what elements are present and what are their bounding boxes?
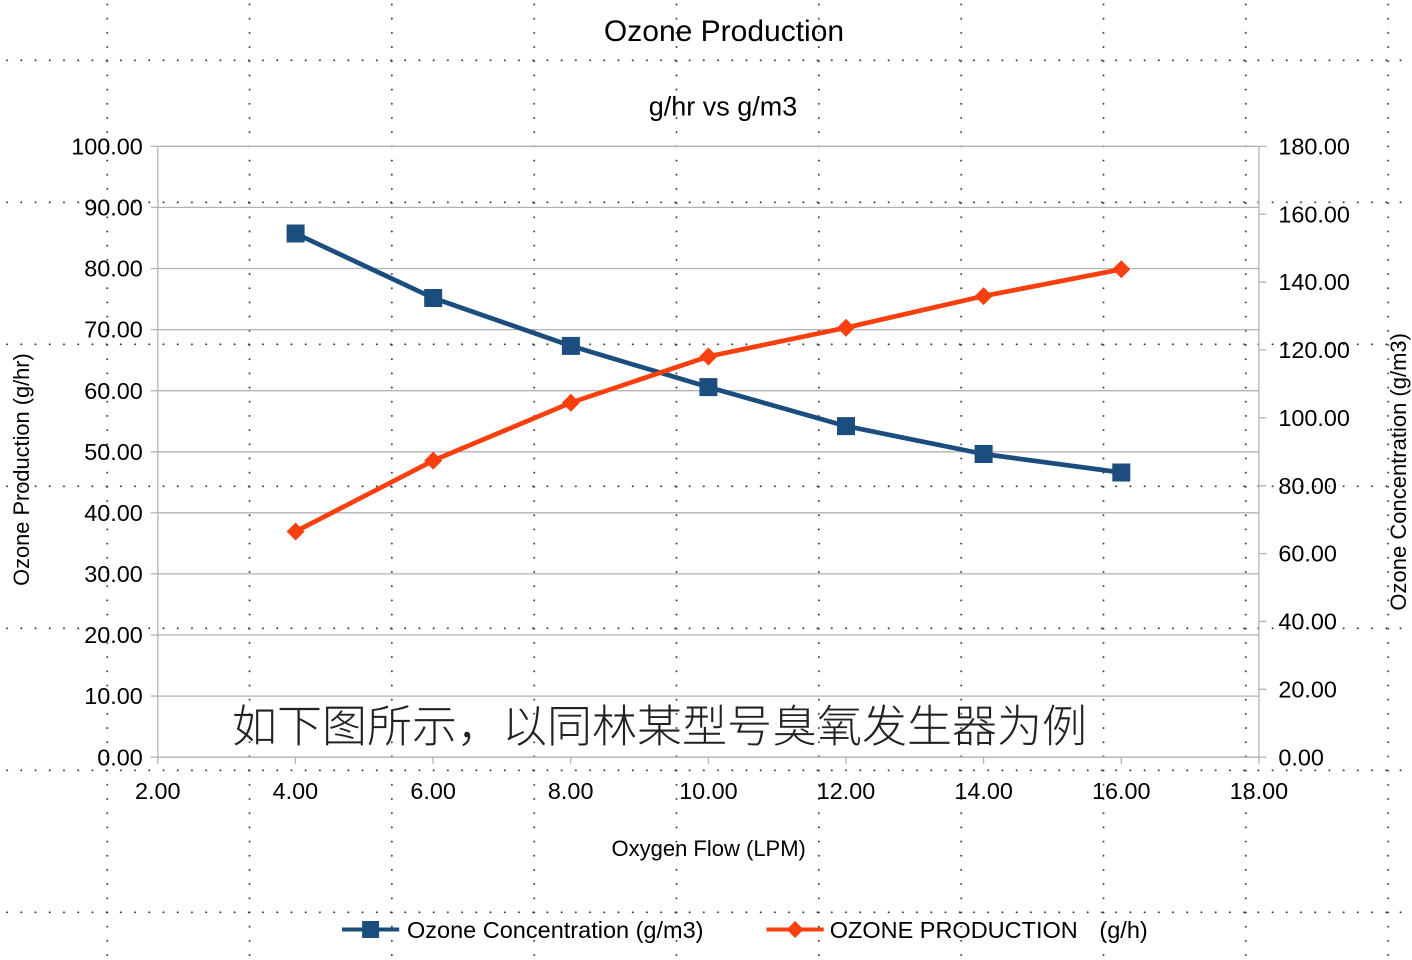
svg-text:80.00: 80.00: [84, 256, 143, 282]
svg-text:Oxygen Flow (LPM): Oxygen Flow (LPM): [612, 836, 806, 861]
svg-text:50.00: 50.00: [84, 439, 143, 465]
svg-text:14.00: 14.00: [954, 778, 1013, 804]
svg-text:8.00: 8.00: [548, 778, 594, 804]
svg-text:90.00: 90.00: [84, 195, 143, 221]
svg-text:60.00: 60.00: [84, 378, 143, 404]
svg-text:80.00: 80.00: [1278, 473, 1337, 499]
svg-text:Ozone Production: Ozone Production: [604, 15, 844, 48]
svg-text:70.00: 70.00: [84, 317, 143, 343]
svg-text:40.00: 40.00: [1278, 609, 1337, 635]
svg-text:Ozone Concentration (g/m3): Ozone Concentration (g/m3): [1386, 333, 1411, 611]
svg-text:18.00: 18.00: [1230, 778, 1289, 804]
svg-text:120.00: 120.00: [1278, 337, 1350, 363]
svg-text:12.00: 12.00: [817, 778, 876, 804]
svg-text:40.00: 40.00: [84, 500, 143, 526]
svg-text:160.00: 160.00: [1278, 201, 1350, 227]
svg-text:100.00: 100.00: [1278, 405, 1350, 431]
svg-text:6.00: 6.00: [410, 778, 456, 804]
svg-text:(g/h): (g/h): [1099, 917, 1147, 943]
svg-text:20.00: 20.00: [84, 622, 143, 648]
svg-text:100.00: 100.00: [71, 133, 143, 159]
svg-text:g/hr vs g/m3: g/hr vs g/m3: [649, 91, 798, 121]
svg-text:30.00: 30.00: [84, 561, 143, 587]
svg-text:10.00: 10.00: [84, 683, 143, 709]
svg-text:140.00: 140.00: [1278, 269, 1350, 295]
svg-text:Ozone Production (g/hr): Ozone Production (g/hr): [9, 353, 34, 586]
svg-text:16.00: 16.00: [1092, 778, 1151, 804]
svg-text:0.00: 0.00: [97, 744, 143, 770]
svg-text:Ozone Concentration (g/m3): Ozone Concentration (g/m3): [407, 917, 704, 943]
svg-text:20.00: 20.00: [1278, 676, 1337, 702]
svg-text:10.00: 10.00: [679, 778, 738, 804]
svg-text:0.00: 0.00: [1278, 744, 1324, 770]
svg-text:2.00: 2.00: [135, 778, 181, 804]
svg-text:OZONE PRODUCTION: OZONE PRODUCTION: [830, 917, 1078, 943]
svg-text:4.00: 4.00: [273, 778, 319, 804]
svg-text:180.00: 180.00: [1278, 133, 1350, 159]
svg-text:60.00: 60.00: [1278, 541, 1337, 567]
